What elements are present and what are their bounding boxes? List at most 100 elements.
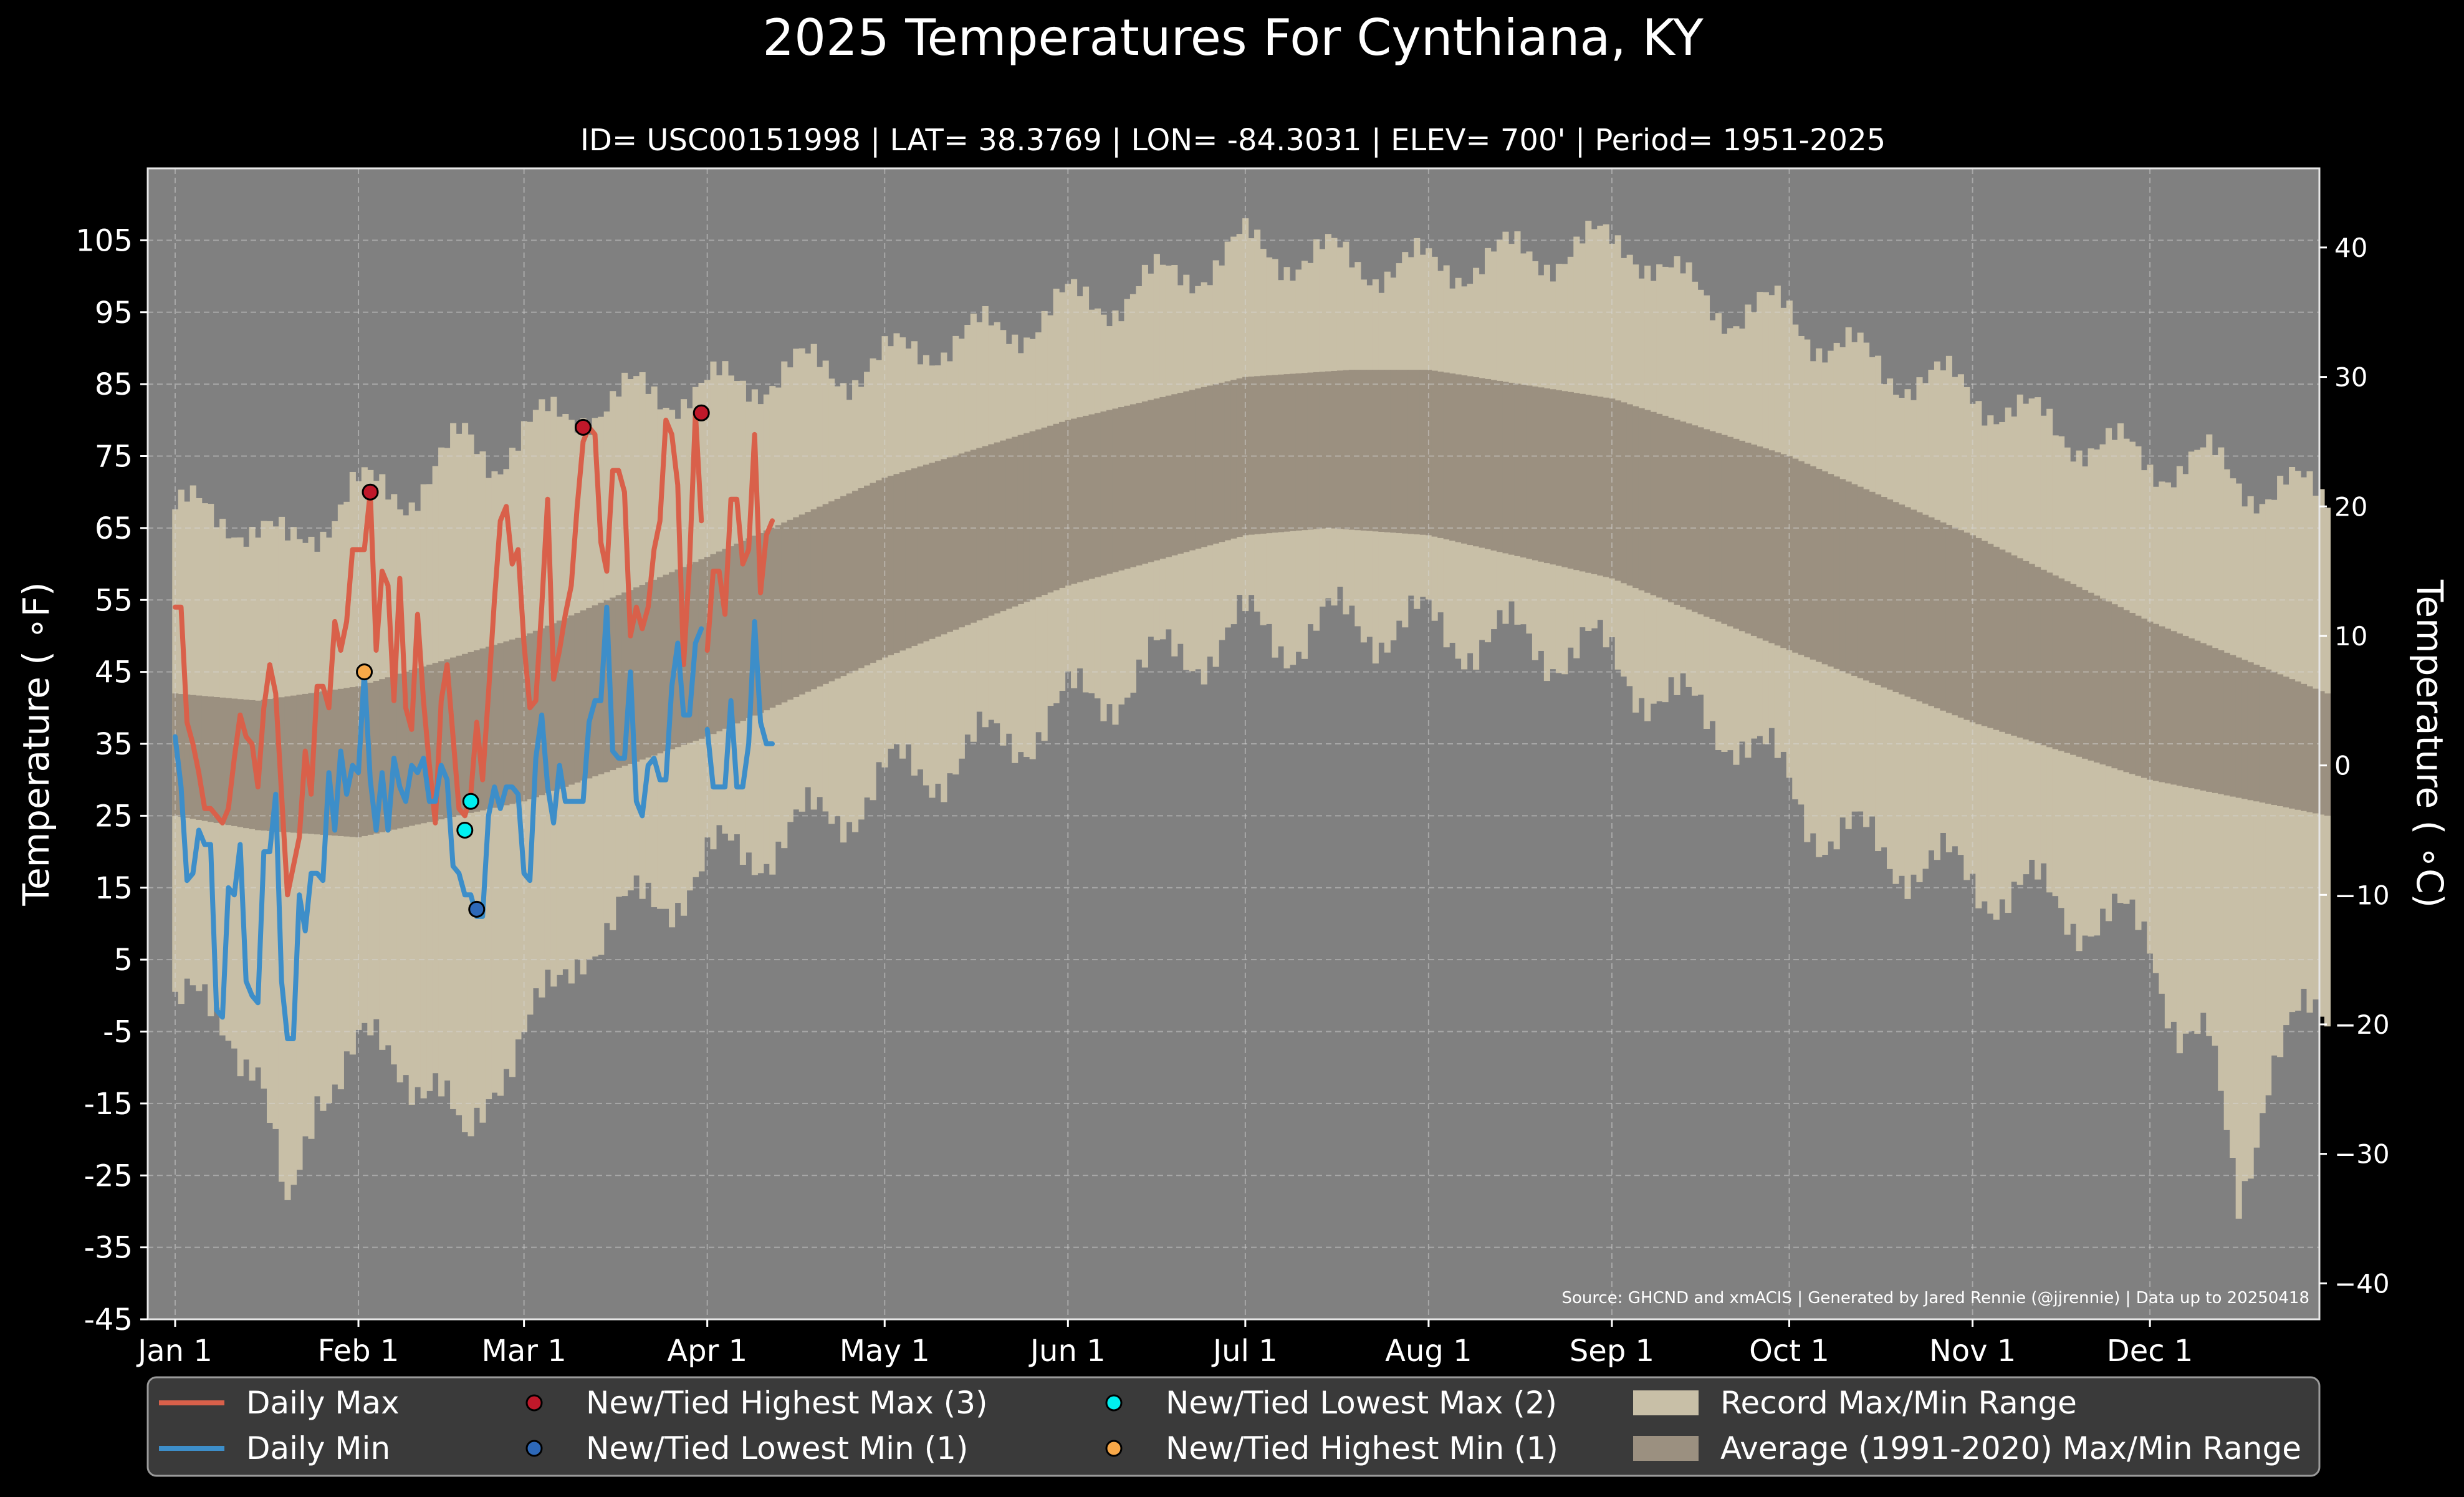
- legend-dot-swatch: [525, 1440, 543, 1457]
- normal-range-bar: [2011, 555, 2018, 736]
- normal-range-bar: [314, 692, 320, 835]
- normal-range-bar: [2070, 584, 2077, 755]
- normal-range-bar: [1579, 393, 1586, 572]
- lowest-max-marker: [456, 821, 474, 839]
- normal-range-bar: [698, 559, 705, 739]
- normal-range-bar: [1821, 471, 1828, 665]
- normal-range-bar: [1301, 373, 1308, 531]
- normal-range-bar: [1738, 440, 1745, 632]
- normal-range-bar: [1402, 370, 1409, 534]
- lowest-min-marker: [468, 900, 486, 918]
- normal-range-bar: [1538, 387, 1545, 562]
- normal-range-bar: [1343, 370, 1349, 529]
- legend-label: Record Max/Min Range: [1720, 1385, 2077, 1421]
- normal-range-bar: [817, 506, 823, 687]
- normal-range-bar: [1526, 385, 1533, 559]
- legend: Daily Max Daily Min New/Tied Highest Max (…: [146, 1376, 2321, 1477]
- legend-label: New/Tied Highest Min (1): [1166, 1430, 1558, 1466]
- normal-range-bar: [1626, 404, 1633, 586]
- normal-range-bar: [1857, 486, 1864, 678]
- legend-label: Average (1991-2020) Max/Min Range: [1720, 1430, 2301, 1466]
- y-tick-label-right: 10: [2334, 621, 2367, 652]
- normal-range-bar: [911, 468, 918, 646]
- normal-range-bar: [1828, 474, 1834, 667]
- highest-max-marker: [574, 418, 592, 436]
- normal-range-bar: [1496, 380, 1503, 552]
- normal-range-bar: [1378, 370, 1385, 532]
- normal-range-bar: [325, 690, 332, 835]
- normal-range-bar: [1490, 380, 1497, 551]
- normal-range-bar: [1094, 413, 1101, 577]
- normal-range-bar: [1555, 390, 1562, 566]
- normal-range-bar: [1774, 452, 1781, 646]
- normal-range-bar: [1597, 397, 1604, 576]
- normal-range-bar: [361, 684, 368, 836]
- normal-range-bar: [769, 527, 776, 708]
- record-range-bar: [302, 542, 309, 1137]
- normal-range-bar: [716, 551, 723, 732]
- normal-range-bar: [1290, 373, 1297, 531]
- normal-range-bar: [1804, 463, 1811, 658]
- normal-range-bar: [178, 694, 185, 817]
- normal-range-bar: [2094, 595, 2101, 763]
- normal-range-bar: [2306, 686, 2313, 812]
- normal-range-bar: [2294, 681, 2301, 810]
- normal-range-bar: [828, 501, 835, 681]
- record-range-bar: [2241, 506, 2248, 1182]
- normal-range-bar: [1005, 438, 1012, 609]
- normal-range-bar: [1887, 499, 1894, 690]
- normal-range-bar: [610, 597, 616, 771]
- normal-range-bar: [1319, 372, 1326, 529]
- normal-range-bar: [332, 690, 338, 836]
- y-tick-label-left: 45: [95, 655, 133, 690]
- normal-range-bar: [1100, 411, 1107, 576]
- normal-range-bar: [1485, 378, 1492, 549]
- normal-range-bar: [2223, 652, 2230, 796]
- normal-range-bar: [1023, 433, 1030, 602]
- normal-range-bar: [408, 670, 415, 826]
- normal-range-bar: [491, 645, 498, 808]
- normal-range-bar: [1443, 372, 1450, 540]
- normal-range-bar: [1118, 407, 1125, 570]
- lowest-max-marker: [462, 792, 479, 810]
- normal-range-bar: [1881, 497, 1887, 688]
- legend-dot-swatch: [525, 1394, 543, 1412]
- normal-range-bar: [284, 696, 291, 832]
- normal-range-bar: [1810, 466, 1816, 660]
- normal-range-bar: [1638, 408, 1645, 590]
- normal-range-bar: [1709, 431, 1716, 620]
- normal-range-bar: [2324, 693, 2331, 816]
- normal-range-bar: [1331, 370, 1338, 529]
- normal-range-bar: [1721, 435, 1728, 624]
- normal-range-bar: [1112, 408, 1119, 572]
- y-axis-label-left: Temperature ( ∘F): [15, 582, 57, 906]
- normal-range-bar: [444, 659, 451, 819]
- normal-range-bar: [213, 697, 220, 823]
- normal-range-bar: [225, 698, 232, 826]
- normal-range-bar: [876, 480, 883, 660]
- normal-range-bar: [852, 491, 859, 671]
- record-range-bar: [308, 536, 315, 1139]
- normal-range-bar: [1981, 541, 1988, 726]
- legend-label: New/Tied Lowest Max (2): [1166, 1385, 1557, 1421]
- normal-range-bar: [1928, 517, 1935, 706]
- normal-range-bar: [1414, 370, 1421, 535]
- normal-range-bar: [798, 514, 805, 695]
- normal-range-bar: [2212, 648, 2218, 793]
- normal-range-bar: [1183, 391, 1190, 552]
- normal-range-bar: [2206, 645, 2213, 792]
- normal-range-bar: [2117, 607, 2124, 771]
- y-tick-label-right: 30: [2334, 362, 2367, 393]
- normal-range-bar: [243, 700, 250, 829]
- normal-range-bar: [1272, 375, 1278, 533]
- normal-range-bar: [887, 476, 894, 655]
- normal-range-bar: [1910, 509, 1917, 700]
- normal-range-bar: [2016, 558, 2023, 738]
- normal-range-bar: [1242, 377, 1249, 536]
- normal-range-bar: [562, 618, 569, 787]
- normal-range-bar: [2241, 660, 2248, 799]
- normal-range-bar: [1685, 423, 1692, 610]
- y-tick-label-left: 95: [95, 296, 133, 330]
- axes: 105 95 85 75 65 55 45 35 25 15 5 -5 -15 -25 -35 -45 40 30…: [75, 223, 2389, 1369]
- record-range-bar: [296, 539, 303, 1170]
